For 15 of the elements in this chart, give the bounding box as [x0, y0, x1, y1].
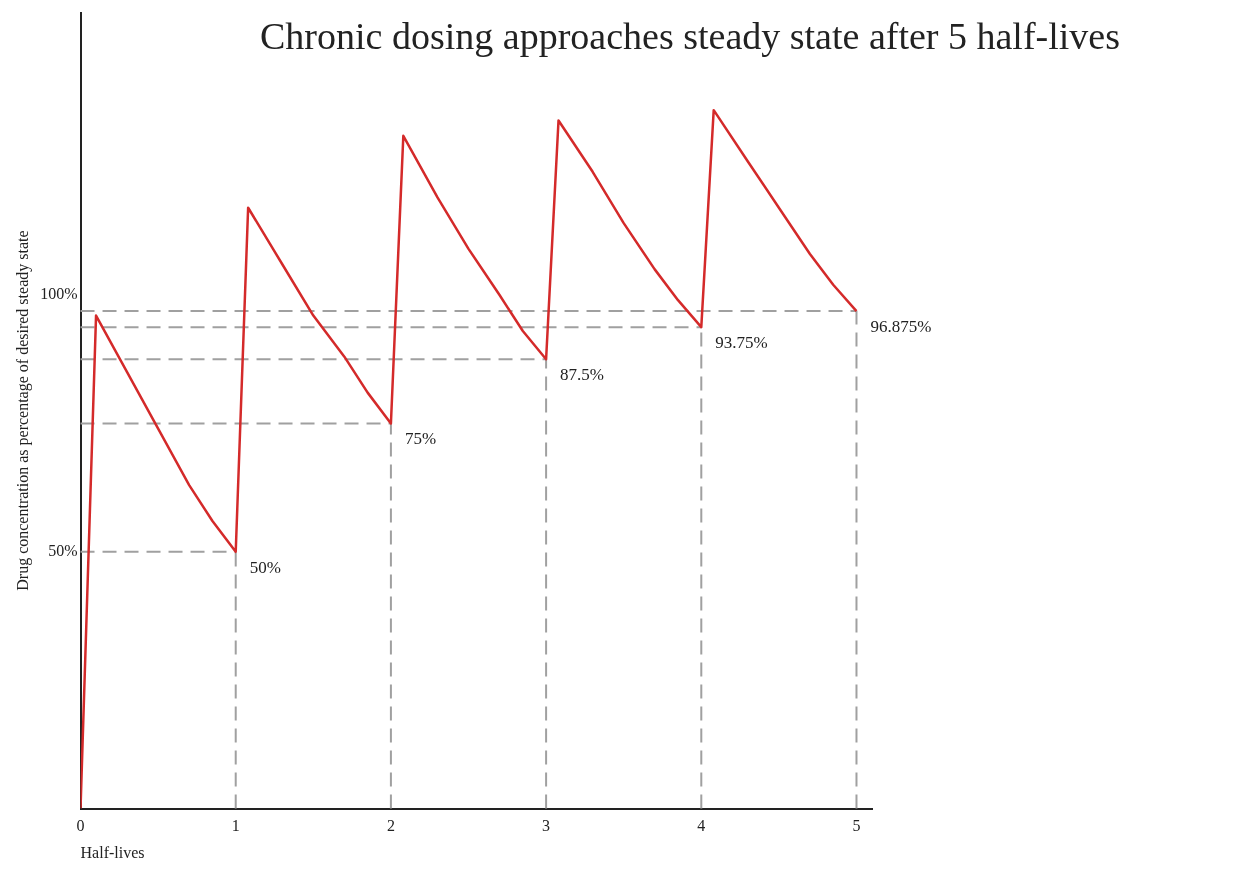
annotation: 50% [249, 557, 281, 577]
x-tick-label: 1 [231, 817, 240, 835]
y-axis-title: Drug concentration as percentage of desired steady state [13, 230, 32, 591]
annotation: 93.75% [715, 333, 768, 353]
annotation: 75% [404, 429, 437, 449]
x-tick-label: 0 [76, 817, 85, 835]
annotation: 96.875% [870, 317, 932, 337]
chart-title: Chronic dosing approaches steady state after 5 half-lives [259, 14, 1121, 58]
x-tick-label: 3 [542, 817, 551, 835]
x-tick-label: 4 [697, 817, 706, 835]
x-axis-title: Half-lives [80, 843, 145, 861]
annotation: 87.5% [560, 365, 605, 385]
x-tick-label: 5 [852, 817, 861, 835]
x-tick-label: 2 [386, 817, 395, 835]
y-tick-label: 100% [40, 285, 78, 303]
